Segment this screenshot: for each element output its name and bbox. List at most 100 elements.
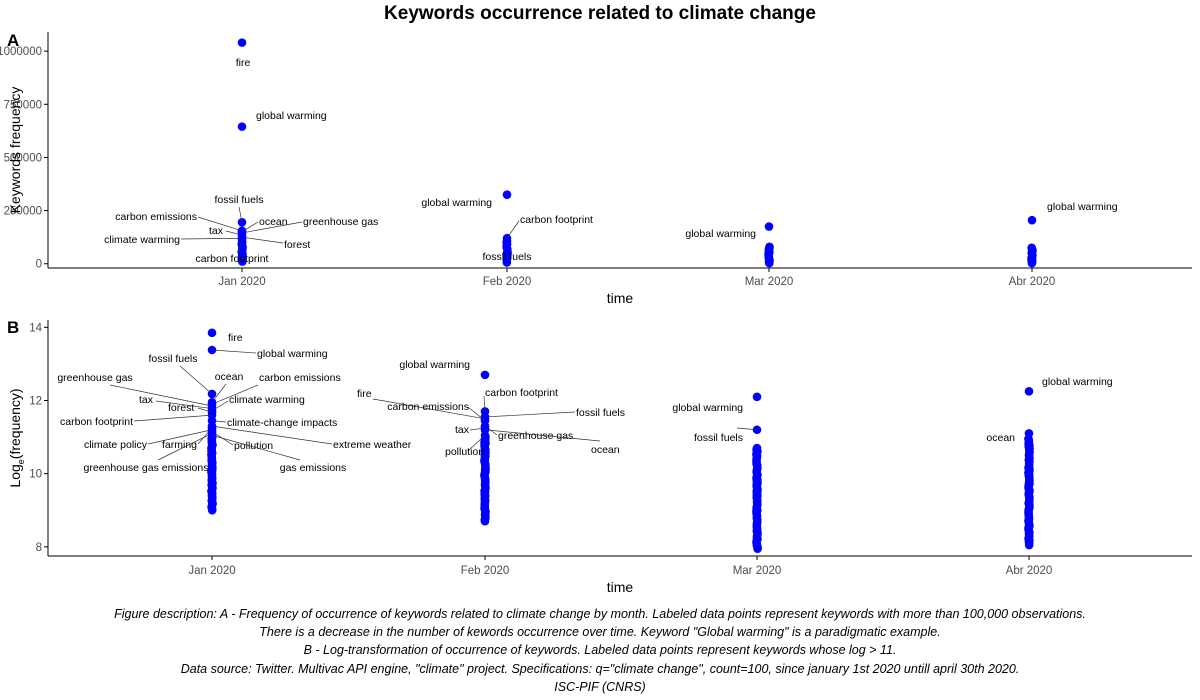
data-point-labeled: [237, 122, 247, 131]
y-tick-label: 500000: [4, 152, 42, 164]
data-point-labeled: [502, 237, 512, 246]
x-tick-label: Jan 2020: [218, 276, 265, 288]
x-tick-label: Jan 2020: [188, 565, 235, 577]
label-leader-line: [484, 429, 601, 442]
data-label: carbon footprint: [485, 387, 558, 399]
data-point-labeled: [237, 38, 247, 47]
data-label: global warming: [1042, 376, 1113, 388]
y-tick-label: 1000000: [0, 46, 42, 58]
label-leader-line: [197, 216, 243, 232]
data-label: ocean: [986, 432, 1015, 444]
data-label: global warming: [1047, 201, 1118, 213]
label-leader-line: [155, 400, 213, 409]
data-label: global warming: [399, 359, 470, 371]
data-label: carbon emissions: [387, 401, 469, 413]
label-leader-line: [736, 427, 758, 431]
data-label: fossil fuels: [576, 407, 625, 419]
y-axis-title: Keywords frequency: [7, 87, 23, 214]
data-label: tax: [455, 424, 470, 436]
data-label: fire: [236, 57, 251, 69]
data-point: [1024, 540, 1034, 550]
panel-a-plot: 0 250000 500000 750000 1000000 Jan 2020 Feb 20…: [0, 32, 1192, 306]
data-label: climate warming: [229, 394, 305, 406]
x-tick-label: Mar 2020: [745, 276, 794, 288]
data-label: global warming: [672, 402, 743, 414]
data-label: climate-change impacts: [227, 417, 337, 429]
data-point: [502, 258, 512, 267]
x-tick-label: Mar 2020: [733, 565, 782, 577]
data-label: fire: [357, 388, 372, 400]
data-label: fossil fuels: [694, 432, 743, 444]
panel-letter-a: A: [7, 31, 20, 50]
label-leader-line: [179, 365, 213, 395]
data-label: gas emissions: [280, 462, 347, 474]
caption-line-5: ISC-PIF (CNRS): [554, 679, 646, 694]
label-leader-line: [238, 206, 243, 223]
data-label: ocean: [591, 444, 620, 456]
data-point: [207, 505, 217, 515]
data-label: pollution: [445, 446, 484, 458]
data-label: greenhouse gas: [303, 216, 378, 228]
data-point-labeled: [1027, 215, 1037, 225]
label-leader-line: [133, 414, 213, 422]
x-tick-label: Abr 2020: [1009, 276, 1056, 288]
data-label: ocean: [215, 371, 244, 383]
y-tick-label: 12: [29, 395, 42, 407]
plots-svg: 0 250000 500000 750000 1000000 Jan 2020 Feb 20…: [0, 32, 1192, 595]
label-leader-line: [211, 425, 333, 445]
label-leader-line: [211, 434, 301, 461]
data-point: [480, 516, 490, 526]
data-label: fire: [228, 332, 243, 344]
label-leader-line: [211, 420, 227, 423]
label-leader-line: [211, 384, 259, 405]
data-point-labeled: [1024, 387, 1034, 396]
y-tick-label: 250000: [4, 206, 42, 218]
data-label: global warming: [421, 197, 492, 209]
data-label: carbon emissions: [115, 211, 197, 223]
caption-line-1: Figure description: A - Frequency of occ…: [114, 607, 1086, 621]
caption-line-2: There is a decrease in the number of kew…: [259, 625, 941, 640]
label-leader-line: [109, 384, 213, 407]
data-label: climate policy: [84, 439, 148, 451]
label-leader-line: [180, 237, 243, 240]
x-tick-label: Feb 2020: [483, 276, 532, 288]
panel-letter-b: B: [7, 318, 20, 337]
x-axis-title: time: [607, 579, 634, 595]
label-leader-line: [467, 406, 486, 421]
data-label: climate warming: [104, 234, 180, 246]
label-leader-line: [484, 411, 576, 418]
y-tick-label: 0: [36, 259, 42, 271]
data-point-labeled: [480, 370, 490, 380]
data-point: [753, 544, 762, 553]
x-axis-title: time: [607, 290, 634, 306]
label-leader-line: [372, 398, 486, 420]
data-label: tax: [209, 225, 224, 237]
data-label: global warming: [256, 110, 327, 122]
data-label: carbon footprint: [60, 416, 133, 428]
label-leader-line: [241, 221, 303, 234]
data-point: [1027, 258, 1037, 268]
data-label: extreme weather: [333, 439, 412, 451]
figure-caption: Figure description: A - Frequency of occ…: [0, 605, 1200, 696]
data-label: carbon footprint: [520, 214, 593, 226]
label-leader-line: [237, 239, 243, 255]
data-label: ocean: [259, 216, 288, 228]
label-leader-line: [483, 395, 486, 412]
label-leader-line: [211, 349, 257, 354]
caption-line-3: B - Log-transformation of occurrence of …: [303, 643, 897, 658]
y-axis-title: Loge(frequency): [7, 388, 26, 487]
data-point-labeled: [764, 222, 774, 231]
label-leader-line: [197, 407, 213, 413]
data-point-labeled: [752, 392, 762, 402]
caption-line-4: Data source: Twitter. Multivac API engin…: [180, 661, 1020, 676]
data-label: global warming: [257, 348, 328, 360]
data-label: carbon footprint: [196, 253, 269, 265]
data-label: global warming: [685, 228, 756, 240]
data-label: greenhouse gas emissions: [84, 462, 209, 474]
label-leader-line: [157, 433, 213, 461]
y-tick-label: 14: [29, 322, 42, 334]
label-leader-line: [506, 220, 520, 239]
data-label: forest: [284, 239, 310, 251]
data-point: [238, 257, 247, 266]
